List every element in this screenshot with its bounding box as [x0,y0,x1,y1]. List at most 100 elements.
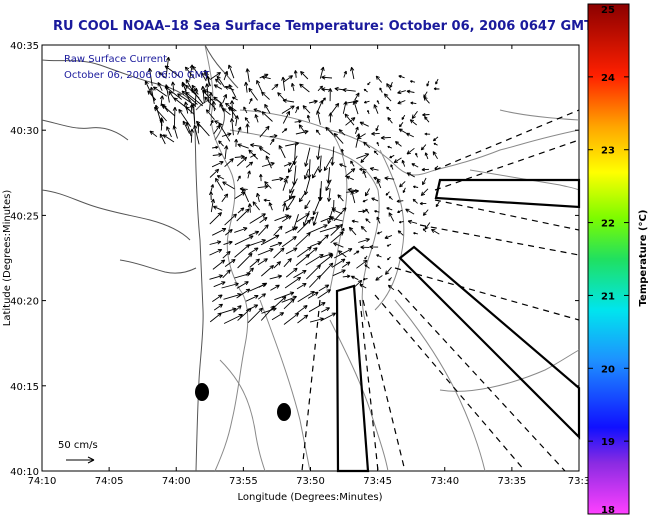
current-vector [233,305,242,313]
current-vector [406,89,415,94]
current-vector [307,291,319,299]
current-vector [247,170,251,179]
current-vector [407,219,418,224]
current-vector [242,188,250,203]
current-vector [209,71,221,80]
current-vector [376,254,382,258]
current-vector [244,117,250,124]
current-vector [247,203,252,213]
current-vector [297,290,315,303]
current-vector [152,86,168,97]
current-vector [329,216,343,222]
current-vector [340,148,344,156]
coastline-inlet-1 [41,189,191,241]
current-vector [219,103,224,112]
current-vector [258,147,271,155]
current-vector [221,282,239,289]
scale-arrow [66,456,95,464]
current-vector [422,209,429,216]
current-vector [424,132,431,136]
current-vector [281,295,297,303]
current-vector [398,122,404,128]
current-vector [376,141,380,147]
sector-line-2 [434,109,580,171]
current-vector [261,161,275,167]
zone-upper-right [434,178,581,209]
current-vector [433,142,438,146]
current-vector [259,125,270,138]
current-vector [285,226,298,234]
current-vector [209,168,220,178]
current-vector [348,226,357,236]
current-vector [369,244,379,250]
current-vector [269,241,283,248]
current-vector [330,231,344,244]
current-vector [189,128,195,143]
current-vector [281,105,295,114]
station-markers [195,383,291,421]
current-vector [257,293,267,300]
contour-7 [329,319,389,472]
current-vector [263,198,271,202]
current-vector [227,107,235,112]
coastline-ny [204,44,239,89]
current-vector [231,96,238,101]
current-vector [338,129,346,136]
current-vector [376,231,383,235]
current-vector [277,92,285,101]
current-vector [201,89,213,102]
current-vector [356,153,370,160]
current-vector [234,154,245,159]
current-vector [375,125,379,132]
current-vector [216,75,226,88]
current-vector [308,302,326,313]
current-vector [261,75,271,80]
current-vector [234,227,248,233]
current-vector [269,134,278,138]
current-vector [258,282,268,288]
current-vector [213,96,223,105]
x-tick-label: 74:05 [95,476,124,487]
current-vector [236,281,249,289]
current-vector [394,141,402,147]
current-vector [210,198,216,213]
sector-line-1 [434,139,580,191]
current-vector [409,119,417,126]
current-vector [315,129,321,136]
current-vector [191,84,199,95]
current-vector [386,243,392,247]
current-vector [293,269,307,279]
current-vector [312,199,321,216]
current-vector [172,125,178,139]
current-vector [260,305,275,321]
current-vector [225,102,237,112]
current-vector [424,152,429,160]
current-vector [373,150,379,156]
current-vector [405,132,414,138]
current-vector [264,181,272,189]
current-vector [397,90,406,95]
current-vector [248,98,253,105]
contour-2 [239,109,580,176]
current-vector [308,99,318,104]
current-vector [271,83,279,91]
current-vector [306,114,311,122]
colorbar-tick-label: 18 [601,505,615,516]
current-vector [281,236,297,248]
x-tick-label: 73:35 [497,476,526,487]
current-vector [359,121,369,127]
current-vector [364,255,368,260]
colorbar-ticks: 25 24 23 22 21 20 19 18 [588,3,629,516]
x-tick-label: 73:55 [229,476,258,487]
current-vector [283,257,292,268]
current-vector [421,167,430,172]
current-vector [423,96,430,104]
current-vector [237,175,241,182]
current-vector [295,253,310,266]
surface-current-vectors [144,56,440,325]
current-vector [304,147,311,167]
current-vector [200,85,206,104]
current-vector [224,85,235,91]
current-vector [420,188,429,197]
current-vector [282,110,291,124]
